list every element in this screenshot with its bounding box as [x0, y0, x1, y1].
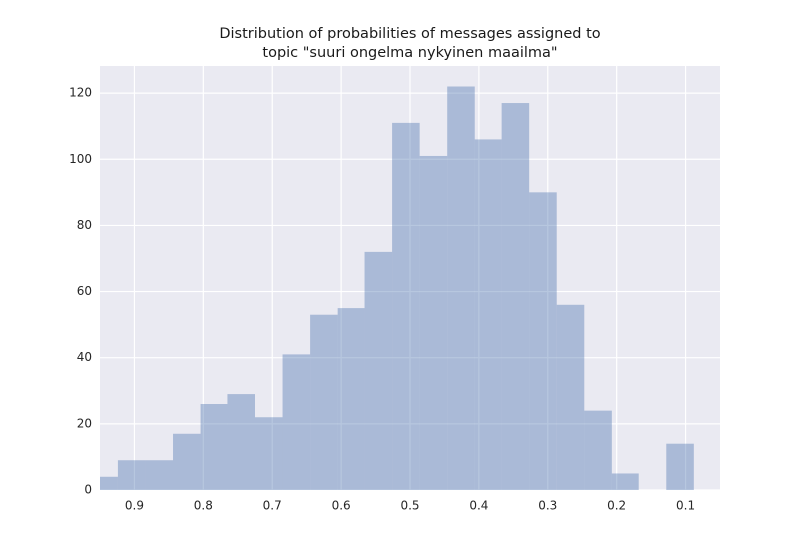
- bar: [282, 354, 311, 490]
- bar: [100, 476, 118, 490]
- y-tick-label: 60: [77, 284, 92, 298]
- bar: [447, 86, 475, 490]
- x-tick-label: 0.3: [538, 499, 557, 513]
- x-tick-label: 0.8: [194, 499, 213, 513]
- bar: [310, 314, 338, 490]
- chart-title: Distribution of probabilities of message…: [219, 26, 600, 42]
- bars: [100, 86, 694, 490]
- x-tick-label: 0.9: [125, 499, 144, 513]
- x-tick-label: 0.4: [469, 499, 488, 513]
- bar: [173, 433, 201, 490]
- y-tick-label: 100: [69, 152, 92, 166]
- x-tick-label: 0.1: [676, 499, 695, 513]
- bar: [117, 460, 146, 490]
- bar: [337, 308, 365, 490]
- bar: [474, 139, 502, 490]
- bar: [200, 404, 228, 490]
- y-tick-label: 80: [77, 218, 92, 232]
- bar: [227, 394, 255, 490]
- chart-title: topic "suuri ongelma nykyinen maailma": [262, 45, 557, 61]
- bar: [611, 473, 639, 490]
- y-tick-label: 40: [77, 350, 92, 364]
- bar: [392, 122, 420, 490]
- x-tick-label: 0.2: [607, 499, 626, 513]
- bar: [255, 417, 283, 490]
- y-tick-label: 20: [77, 416, 92, 430]
- bar: [364, 251, 393, 490]
- bar: [501, 103, 530, 490]
- x-tick-label: 0.5: [400, 499, 419, 513]
- bar: [556, 304, 585, 490]
- y-tick-label: 120: [69, 86, 92, 100]
- y-tick-label: 0: [84, 483, 92, 497]
- x-tick-label: 0.6: [332, 499, 351, 513]
- bar: [584, 410, 612, 490]
- bar: [419, 155, 448, 490]
- bar: [529, 192, 557, 490]
- bar: [666, 443, 694, 490]
- bar: [145, 460, 174, 490]
- x-tick-label: 0.7: [263, 499, 282, 513]
